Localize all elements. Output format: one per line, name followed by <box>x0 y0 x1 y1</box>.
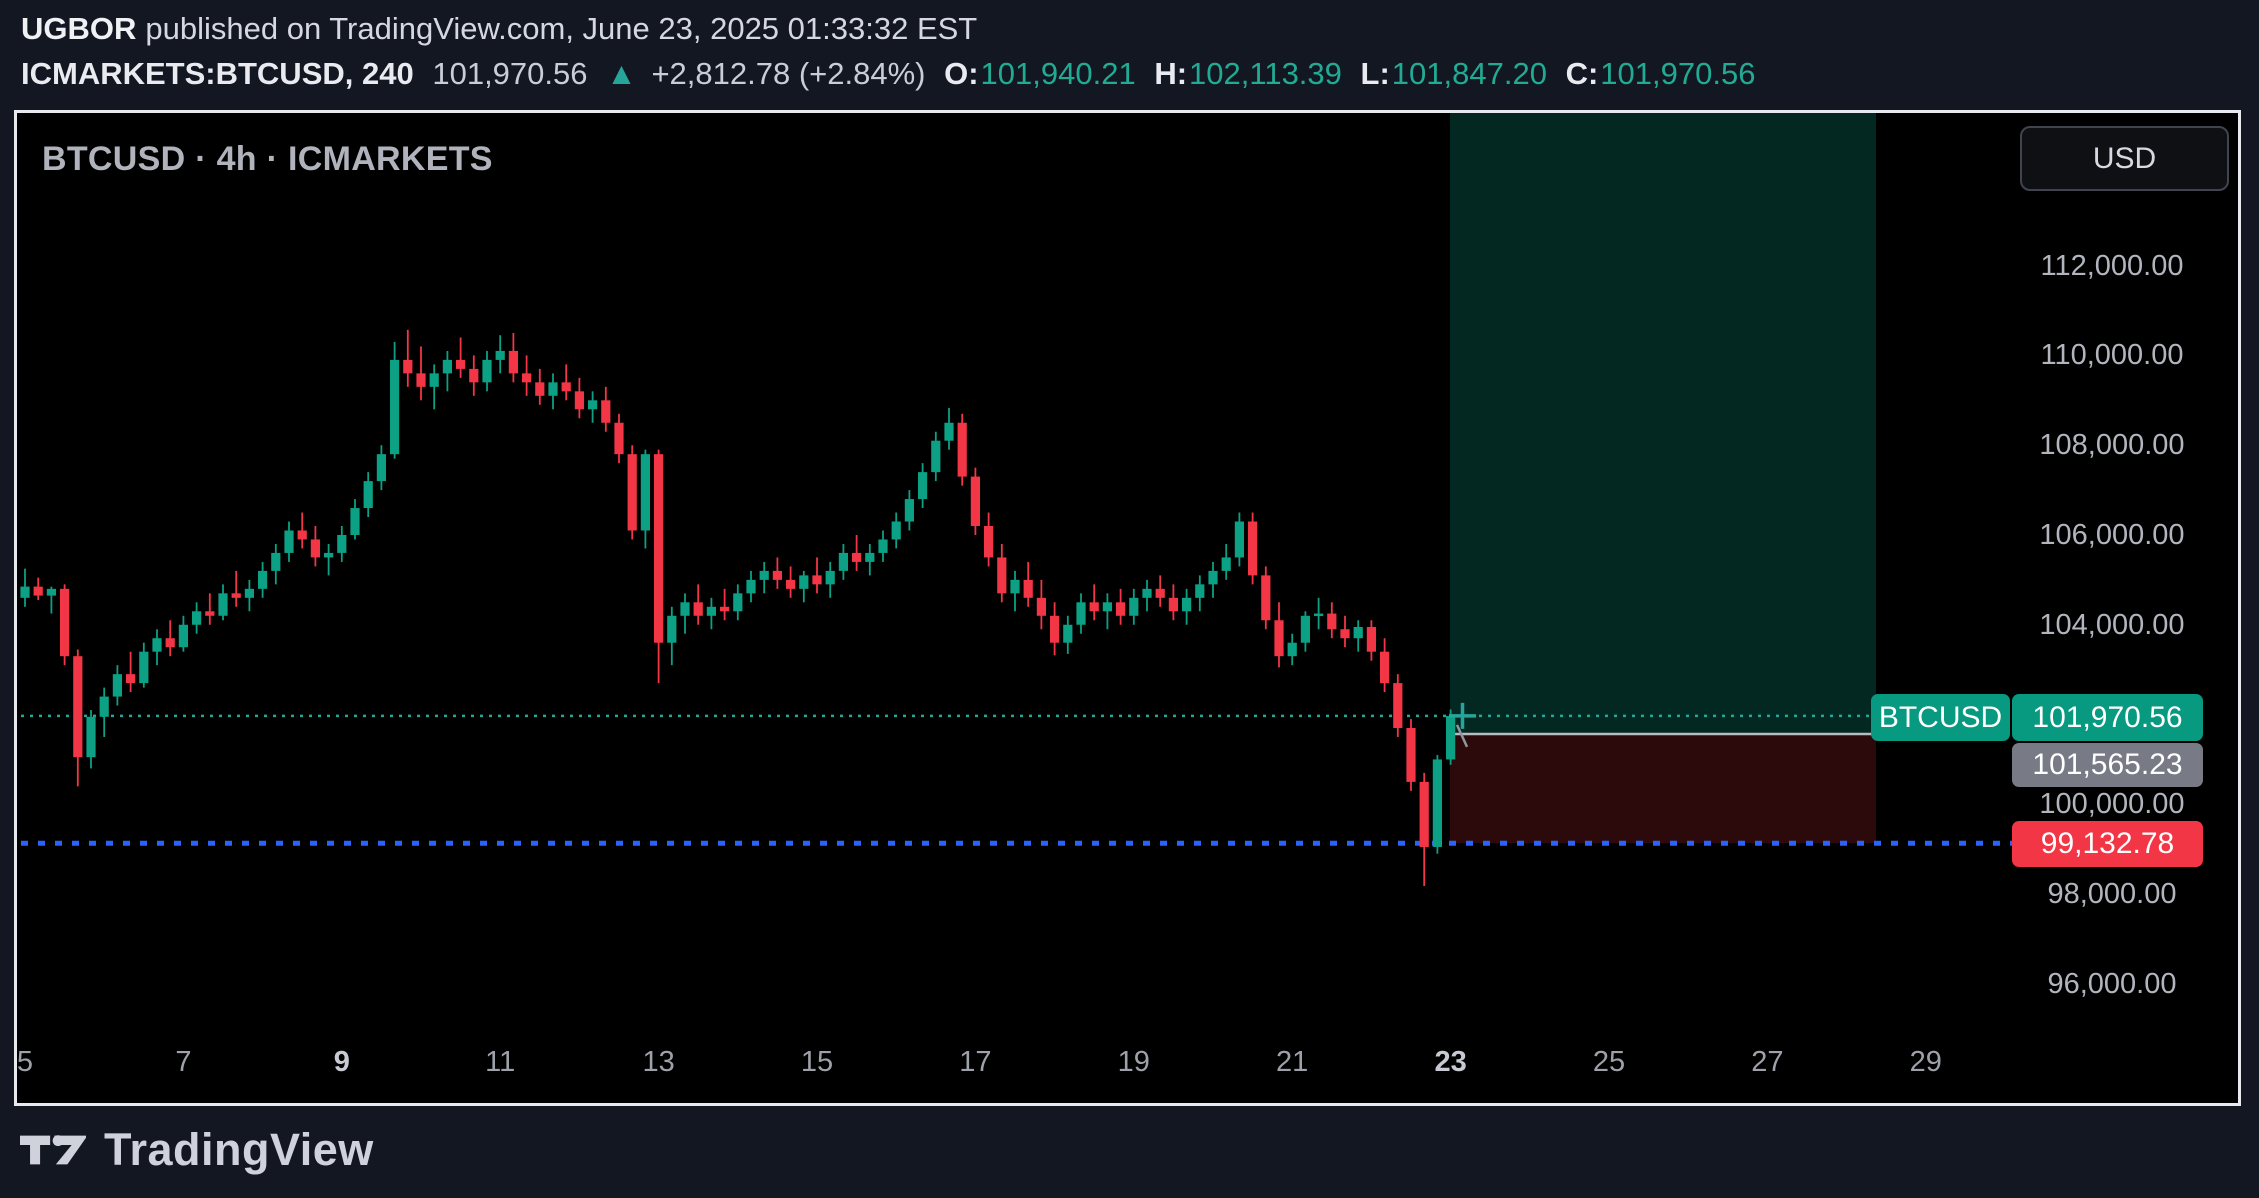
price-tick-label: 96,000.00 <box>2047 967 2177 1000</box>
open-value: 101,940.21 <box>980 56 1136 91</box>
last-price: 101,970.56 <box>432 56 588 91</box>
profit-zone <box>1450 113 1876 735</box>
low-value: 101,847.20 <box>1391 56 1547 91</box>
price-change: +2,812.78 (+2.84%) <box>651 56 926 91</box>
up-arrow-icon: ▲ <box>606 56 637 91</box>
entry-price-badge[interactable]: 101,565.23 <box>2012 743 2203 787</box>
chart-legend-title: BTCUSD · 4h · ICMARKETS <box>42 140 493 178</box>
stop-price-badge[interactable]: 99,132.78 <box>2012 821 2203 867</box>
footer: TradingView <box>20 1122 374 1178</box>
current-price-badge: 101,970.56 <box>2012 694 2203 741</box>
chart-canvas[interactable] <box>17 113 2238 1103</box>
time-tick-label: 25 <box>1592 1046 1626 1078</box>
tradingview-brand[interactable]: TradingView <box>104 1124 374 1175</box>
close-value: 101,970.56 <box>1600 56 1756 91</box>
time-tick-label: 5 <box>16 1046 34 1078</box>
time-tick-label: 29 <box>1909 1046 1942 1078</box>
low-label: L: <box>1360 56 1390 91</box>
tradingview-logo-icon[interactable] <box>20 1128 86 1172</box>
cursor-tick <box>1455 724 1469 748</box>
time-tick-label: 7 <box>175 1046 192 1078</box>
close-label: C: <box>1565 56 1599 91</box>
price-tick-label: 106,000.00 <box>2039 518 2185 551</box>
high-label: H: <box>1154 56 1188 91</box>
time-tick-label: 15 <box>800 1046 834 1078</box>
time-tick-label: 21 <box>1276 1046 1309 1078</box>
symbol-price-label: BTCUSD <box>1871 694 2010 741</box>
time-tick-label: 27 <box>1751 1046 1784 1078</box>
time-tick-label: 9 <box>333 1046 350 1078</box>
symbol-info-bar: ICMARKETS:BTCUSD, 240 101,970.56 ▲ +2,81… <box>21 56 1765 92</box>
price-tick-label: 108,000.00 <box>2039 429 2185 462</box>
time-tick-label: 17 <box>959 1046 992 1078</box>
publisher-username: UGBOR <box>21 11 137 46</box>
loss-zone <box>1450 734 1876 844</box>
high-value: 102,113.39 <box>1189 56 1342 91</box>
time-tick-label: 13 <box>642 1046 675 1078</box>
symbol-name: ICMARKETS:BTCUSD, 240 <box>21 56 414 91</box>
publish-details: published on TradingView.com, June 23, 2… <box>145 11 978 46</box>
time-tick-label: 23 <box>1434 1046 1467 1078</box>
price-tick-label: 112,000.00 <box>2040 249 2184 282</box>
time-tick-label: 11 <box>485 1046 516 1078</box>
open-label: O: <box>944 56 979 91</box>
price-tick-label: 98,000.00 <box>2047 878 2177 911</box>
price-tick-label: 104,000.00 <box>2039 608 2185 641</box>
price-tick-label: 110,000.00 <box>2040 339 2184 372</box>
time-tick-label: 19 <box>1117 1046 1150 1078</box>
currency-toggle-button[interactable]: USD <box>2020 126 2229 191</box>
price-tick-label: 100,000.00 <box>2039 788 2185 821</box>
publish-info: UGBOR published on TradingView.com, June … <box>21 11 977 47</box>
chart-panel <box>17 113 2238 1103</box>
